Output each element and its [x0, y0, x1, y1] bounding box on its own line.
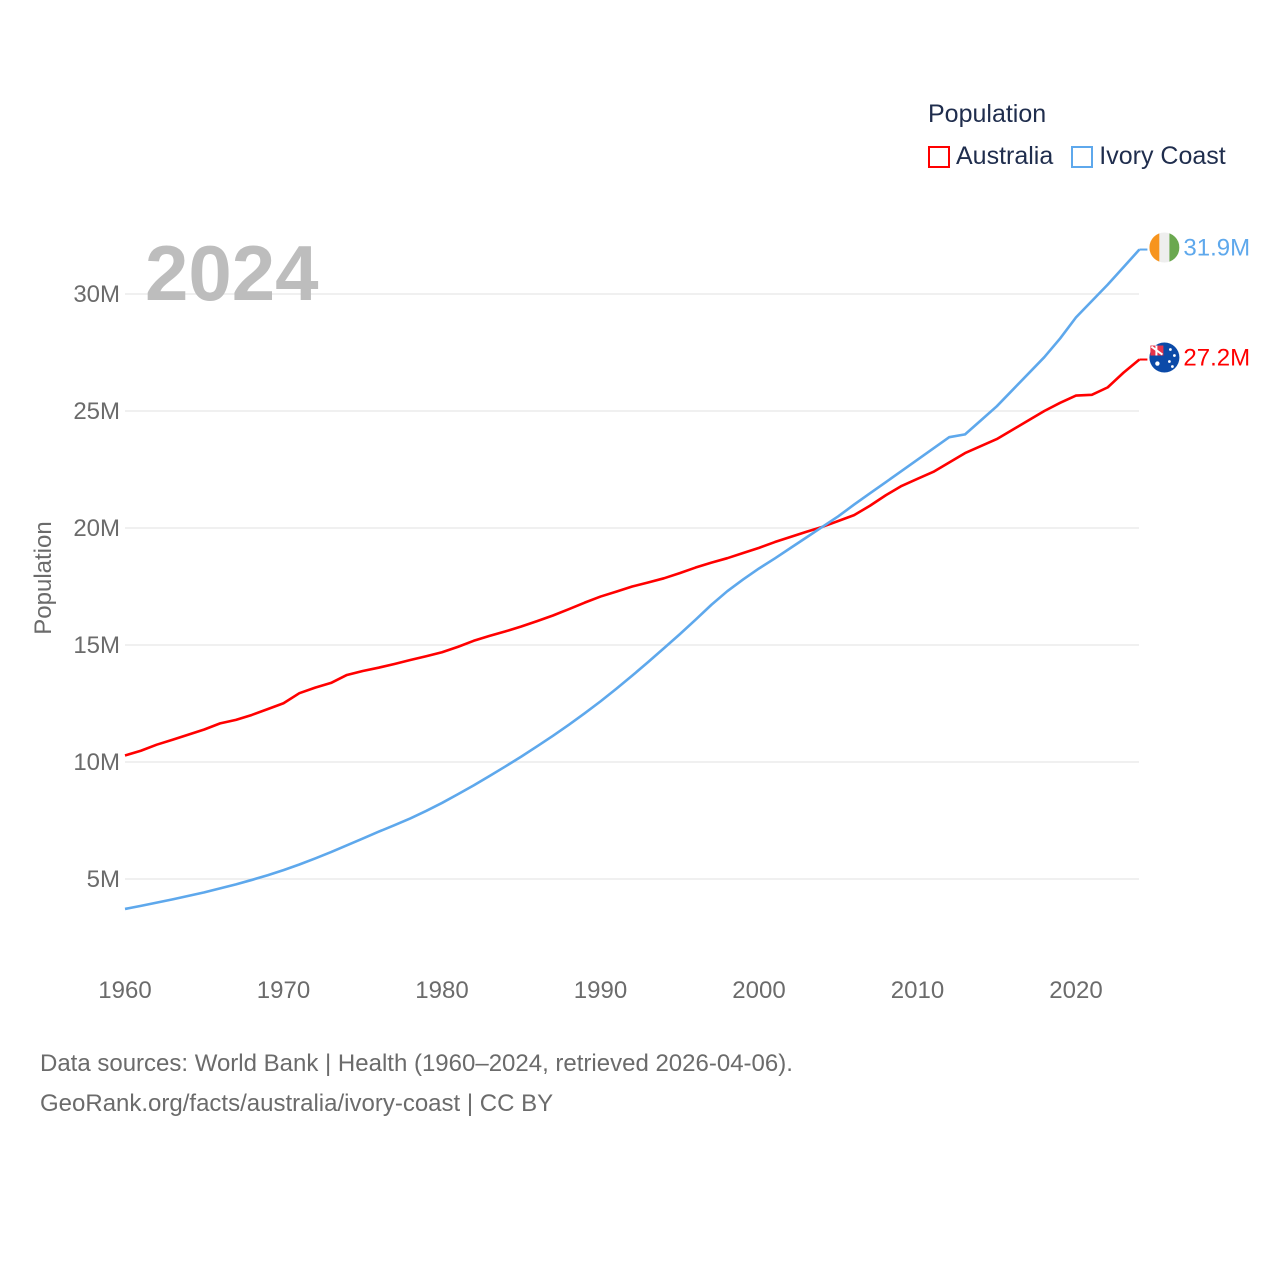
y-tick-label: 20M [73, 515, 120, 542]
legend-swatch-ivory-coast [1071, 145, 1094, 168]
flag-stripe-orange [1149, 232, 1160, 263]
flag-star [1155, 361, 1160, 366]
legend: Australia Ivory Coast [928, 142, 1226, 171]
x-tick-label: 1960 [98, 977, 151, 1004]
legend-item-australia[interactable]: Australia [928, 142, 1053, 171]
end-value-label: 31.9M [1183, 235, 1250, 262]
y-tick-label: 15M [73, 632, 120, 659]
series-line-australia [124, 358, 1141, 757]
legend-swatch-australia [928, 145, 950, 168]
flag-cross [1150, 345, 1163, 356]
flag-stripe-white [1159, 232, 1170, 263]
ivory-coast-flag-icon [1149, 232, 1180, 263]
flag-stripe-green [1169, 232, 1180, 263]
x-tick-label: 2000 [732, 977, 785, 1004]
legend-item-ivory-coast[interactable]: Ivory Coast [1071, 142, 1226, 171]
x-tick-label: 1980 [415, 977, 468, 1004]
flag-star [1171, 365, 1174, 368]
y-axis-ticks: 5M 10M 15M 20M 25M 30M [73, 281, 120, 893]
grid-lines [125, 293, 1139, 880]
y-tick-label: 30M [73, 281, 120, 308]
current-year-label: 2024 [145, 229, 319, 317]
data-sources: Data sources: World Bank | Health (1960–… [40, 1050, 793, 1077]
end-value-label: 27.2M [1183, 345, 1250, 372]
flag-star [1168, 360, 1171, 363]
y-tick-label: 10M [73, 749, 120, 776]
y-tick-label: 25M [73, 398, 120, 425]
flag-star [1173, 354, 1176, 357]
x-axis-ticks: 1960 1970 1980 1990 2000 2010 2020 [98, 977, 1102, 1004]
attribution-link[interactable]: GeoRank.org/facts/australia/ivory-coast … [40, 1090, 554, 1117]
footer: Data sources: World Bank | Health (1960–… [40, 1044, 793, 1124]
series-lines [124, 248, 1141, 911]
x-tick-label: 2010 [891, 977, 944, 1004]
y-tick-label: 5M [87, 866, 120, 893]
y-axis-label: Population [30, 521, 57, 634]
x-tick-label: 1970 [257, 977, 310, 1004]
flag-star [1169, 348, 1172, 351]
x-tick-label: 1990 [574, 977, 627, 1004]
legend-title: Population [928, 100, 1047, 128]
series-end-labels: 27.2M 31.9M [1139, 232, 1250, 373]
legend-label: Ivory Coast [1099, 142, 1226, 170]
series-line-ivory-coast [124, 248, 1141, 911]
flag-stripes [1149, 232, 1180, 263]
legend-label: Australia [956, 142, 1054, 170]
australia-flag-icon [1149, 342, 1180, 373]
x-tick-label: 2020 [1049, 977, 1102, 1004]
